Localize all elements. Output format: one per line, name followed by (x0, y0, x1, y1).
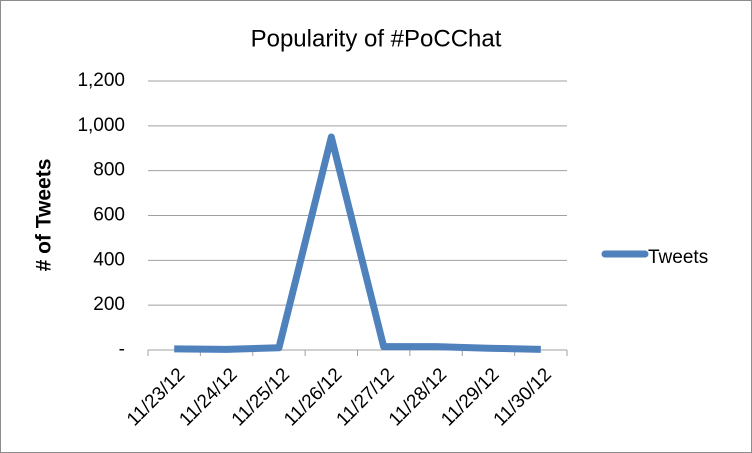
y-tick-label: - (119, 339, 125, 360)
y-tick-label: 1,200 (77, 70, 125, 91)
y-tick-label: 1,000 (77, 115, 125, 136)
y-tick-label: 200 (93, 294, 125, 315)
legend-label: Tweets (648, 247, 708, 268)
y-axis-label: # of Tweets (33, 159, 56, 272)
y-tick-label: 400 (93, 249, 125, 270)
y-tick-label: 600 (93, 205, 125, 226)
y-tick-label: 800 (93, 160, 125, 181)
line-series (174, 133, 541, 353)
chart-title: Popularity of #PoCChat (251, 25, 502, 52)
